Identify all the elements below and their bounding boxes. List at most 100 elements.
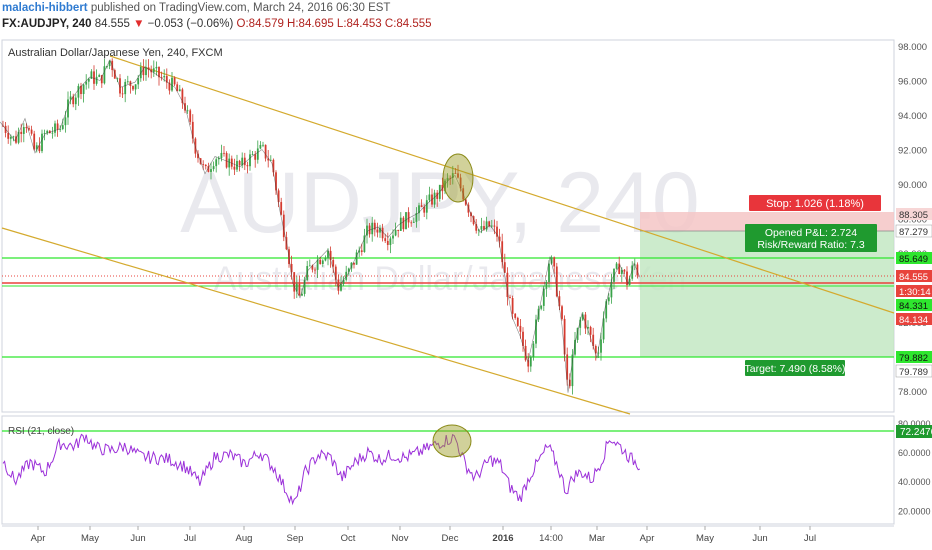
- candle-body: [371, 222, 374, 235]
- candle-body: [116, 78, 119, 80]
- candle-body: [459, 177, 462, 189]
- candle-body: [259, 144, 262, 149]
- candle-body: [35, 145, 38, 150]
- candle-body: [220, 152, 223, 159]
- chart-area[interactable]: AUDJPY, 240 Australian Dollar/Japanese Y…: [0, 36, 932, 550]
- price-level-label-box: [896, 351, 932, 363]
- candle-body: [119, 78, 121, 94]
- highlight-ellipse-price: [442, 153, 474, 203]
- candle-body: [353, 262, 355, 265]
- candle-body: [264, 144, 267, 159]
- candle-body: [282, 214, 285, 238]
- candle-body: [490, 225, 493, 227]
- candle-body: [311, 265, 314, 270]
- time-axis[interactable]: Apr May Jun Jul Aug Sep Oct Nov Dec 2016 14:00 Mar A…: [31, 526, 816, 544]
- candle-body: [454, 173, 457, 174]
- time-tick-label: Sep: [287, 533, 304, 544]
- candle-body: [33, 133, 36, 150]
- price-level-label: 84.134: [899, 315, 928, 326]
- candle-body: [574, 339, 576, 355]
- candle-body: [628, 278, 631, 285]
- author-link[interactable]: malachi-hibbert: [2, 2, 88, 14]
- candle-body: [197, 153, 199, 159]
- candle-body: [43, 133, 46, 134]
- candle-body: [217, 158, 220, 160]
- candle-body: [355, 252, 358, 265]
- price-level-labels: 88.305 87.279 85.649 84.555 1:30:14 84.331 84.…: [895, 208, 932, 378]
- price-tick-label: 94.000: [898, 111, 927, 122]
- candle-body: [77, 85, 80, 98]
- candle-body: [267, 158, 270, 161]
- price-level-label: 87.279: [899, 227, 928, 238]
- candle-body: [103, 66, 106, 84]
- candle-body: [176, 84, 179, 92]
- candle-body: [165, 76, 168, 83]
- candle-body: [600, 339, 602, 353]
- rsi-tick-label: 80.0000: [898, 419, 931, 429]
- candle-body: [67, 99, 69, 118]
- candle-body: [142, 66, 145, 76]
- candle-body: [373, 222, 376, 230]
- candle-body: [178, 89, 181, 92]
- candle-body: [137, 78, 140, 85]
- candle-body: [425, 200, 428, 213]
- time-tick-label: Oct: [341, 533, 356, 544]
- candle-body: [506, 272, 509, 298]
- candle-body: [171, 77, 173, 91]
- price-tick-label: 98.000: [898, 42, 927, 53]
- candle-body: [584, 314, 587, 329]
- time-tick-label: Jun: [130, 533, 145, 544]
- candle-body: [550, 257, 553, 264]
- candle-body: [475, 224, 478, 231]
- candle-body: [540, 305, 543, 309]
- pnl-annotation: Opened P&L: 2.724: [765, 227, 857, 239]
- channel-upper-line: [109, 55, 895, 314]
- candle-body: [423, 207, 426, 213]
- candle-body: [301, 293, 303, 296]
- time-tick-label: May: [81, 533, 99, 544]
- candle-body: [555, 266, 558, 297]
- candle-body: [347, 268, 350, 272]
- candle-body: [340, 283, 342, 291]
- candle-body: [46, 130, 49, 134]
- candle-body: [100, 75, 103, 84]
- time-tick-label: 2016: [492, 533, 513, 544]
- candle-body: [324, 258, 327, 261]
- candle-body: [399, 217, 402, 231]
- candle-body: [342, 279, 345, 284]
- candle-body: [30, 129, 33, 134]
- candle-body: [511, 297, 514, 314]
- candle-body: [561, 306, 563, 319]
- candle-body: [558, 296, 561, 307]
- candle-body: [308, 265, 311, 267]
- candle-body: [54, 123, 56, 133]
- candle-body: [7, 132, 10, 139]
- time-tick-label: Jun: [752, 533, 767, 544]
- candle-body: [548, 263, 550, 283]
- candle-body: [215, 159, 218, 167]
- candle-body: [303, 279, 306, 294]
- candle-body: [163, 76, 166, 78]
- candle-body: [22, 127, 25, 134]
- candle-body: [225, 153, 228, 168]
- candle-body: [280, 202, 283, 215]
- channel-lower-line: [1, 227, 631, 415]
- highlight-ellipse-rsi: [432, 424, 472, 458]
- candle-body: [522, 331, 524, 346]
- time-tick-label: Jul: [804, 533, 816, 544]
- watermark-name: Australian Dollar/Japanese Yen: [214, 260, 687, 298]
- candle-body: [436, 192, 439, 199]
- rsi-tick-label: 40.0000: [898, 477, 931, 487]
- candle-body: [25, 127, 28, 129]
- rsi-axis: 80.0000 60.0000 40.0000 20.0000: [898, 419, 931, 516]
- candle-body: [467, 204, 470, 213]
- ohlc-values: O:84.579 H:84.695 L:84.453 C:84.555: [236, 18, 432, 30]
- candle-body: [379, 227, 381, 233]
- candle-body: [12, 136, 15, 138]
- candle-body: [592, 334, 595, 346]
- candle-body: [334, 266, 337, 280]
- candle-body: [147, 67, 150, 70]
- candle-body: [449, 177, 452, 179]
- candle-body: [48, 130, 51, 134]
- candle-body: [332, 260, 335, 267]
